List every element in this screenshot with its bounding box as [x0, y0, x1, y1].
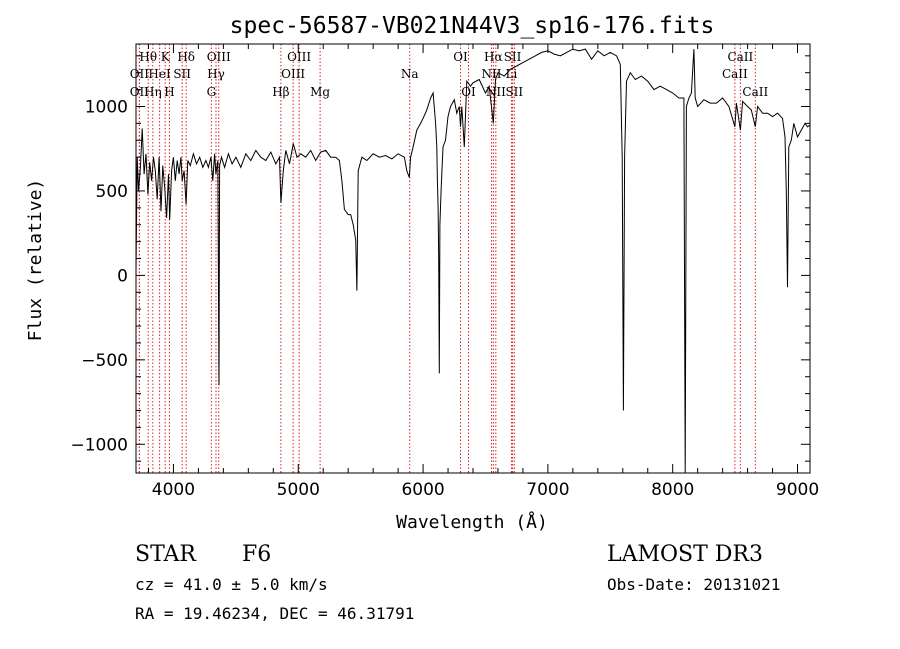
- line-marker-label: OII: [130, 67, 150, 81]
- line-marker-label: CaII: [722, 67, 748, 81]
- line-marker-label: OII: [130, 85, 150, 99]
- line-marker-label: Hα: [484, 50, 503, 64]
- line-marker-label: HeI: [148, 67, 171, 81]
- x-tick-label: 7000: [526, 480, 569, 500]
- x-axis-ticks: 4000 5000 6000 7000 8000 9000: [147, 44, 819, 500]
- line-marker-label: OI: [453, 50, 468, 64]
- x-tick-label: 4000: [152, 480, 195, 500]
- line-marker-label: OIII: [281, 67, 305, 81]
- line-marker-label: SII: [505, 85, 523, 99]
- line-marker-label: G: [207, 85, 217, 99]
- x-axis-label: Wavelength (Å): [396, 511, 548, 533]
- line-marker-label: Hδ: [177, 50, 195, 64]
- redshift-info: cz = 41.0 ± 5.0 km/s: [135, 575, 328, 594]
- object-class: STAR: [135, 542, 197, 567]
- line-marker-group: [138, 44, 756, 473]
- line-marker-label: CaII: [742, 85, 768, 99]
- y-axis-ticks: −1000 −500 0 500 1000: [70, 55, 810, 462]
- line-marker-label: H: [164, 85, 174, 99]
- line-marker-label: Hη: [144, 85, 162, 99]
- line-marker-label: OIII: [287, 50, 311, 64]
- line-marker-label: SII: [173, 67, 191, 81]
- line-marker-label: Li: [506, 67, 518, 81]
- spectrum-series-line: [135, 48, 811, 474]
- y-tick-label: 0: [117, 266, 128, 286]
- object-subclass: F6: [242, 542, 271, 567]
- line-marker-label: CaII: [727, 50, 753, 64]
- line-marker-label: NII: [486, 85, 506, 99]
- survey-name: LAMOST DR3: [607, 542, 763, 567]
- y-tick-label: −1000: [70, 435, 128, 455]
- y-tick-label: 500: [96, 182, 128, 202]
- line-marker-label: K: [161, 50, 171, 64]
- x-tick-label: 5000: [277, 480, 320, 500]
- obs-date: Obs-Date: 20131021: [607, 575, 780, 594]
- x-tick-label: 6000: [401, 480, 444, 500]
- line-marker-label: NII: [481, 67, 501, 81]
- coordinates-info: RA = 19.46234, DEC = 46.31791: [135, 604, 414, 623]
- line-marker-label: Hβ: [272, 85, 289, 99]
- x-tick-label: 8000: [651, 480, 694, 500]
- line-marker-label: Hθ: [139, 50, 157, 64]
- y-axis-label: Flux (relative): [25, 179, 46, 342]
- line-marker-label: OIII: [207, 50, 231, 64]
- chart-title: spec-56587-VB021N44V3_sp16-176.fits: [230, 13, 715, 39]
- line-marker-label: Hγ: [207, 67, 225, 81]
- y-tick-label: −500: [81, 351, 128, 371]
- line-marker-label-group: OII OII Hθ Hη HeI K H SII Hδ OIII Hγ G Hβ OIII OIII Mg N…: [130, 50, 769, 99]
- line-marker-label: OI: [461, 85, 476, 99]
- plot-frame: [135, 43, 811, 474]
- y-tick-label: 1000: [85, 97, 128, 117]
- line-marker-label: SII: [504, 50, 522, 64]
- line-marker-label: Na: [401, 67, 419, 81]
- x-tick-label: 9000: [776, 480, 819, 500]
- line-marker-label: Mg: [310, 85, 330, 99]
